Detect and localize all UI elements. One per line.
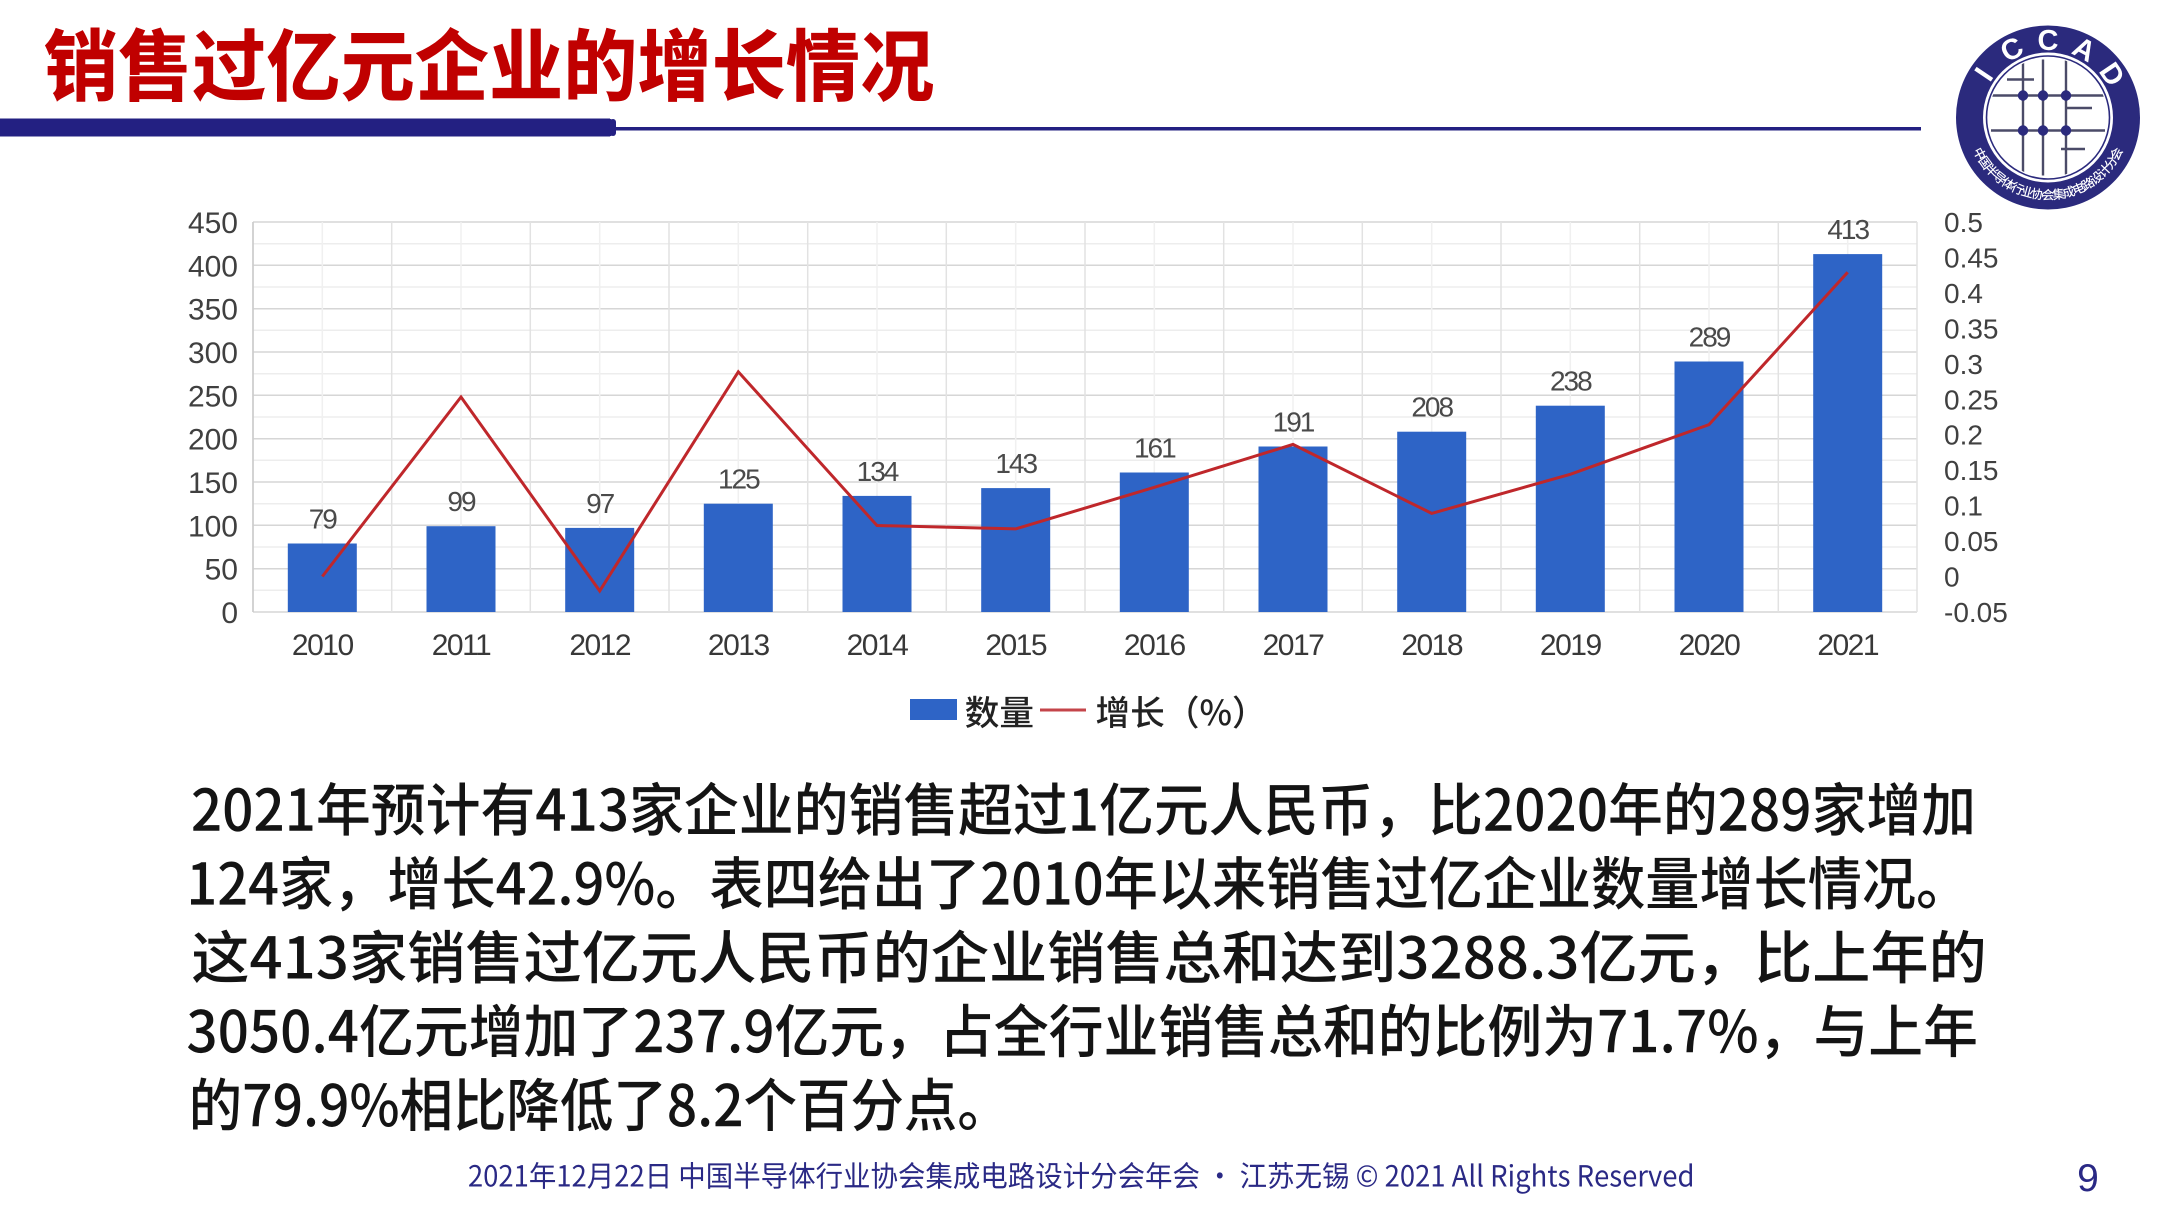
svg-text:400: 400: [188, 250, 238, 283]
svg-text:0: 0: [221, 597, 238, 630]
svg-text:C: C: [2038, 25, 2059, 57]
svg-text:0.2: 0.2: [1944, 420, 1983, 451]
svg-text:0.35: 0.35: [1944, 313, 1999, 344]
svg-text:100: 100: [188, 510, 238, 543]
svg-text:143: 143: [995, 448, 1037, 479]
svg-text:0.5: 0.5: [1944, 207, 1983, 238]
svg-text:2014: 2014: [847, 629, 909, 662]
svg-text:2018: 2018: [1401, 629, 1463, 662]
svg-text:2021: 2021: [1817, 629, 1879, 662]
svg-text:450: 450: [188, 207, 238, 240]
svg-text:0.45: 0.45: [1944, 243, 1999, 274]
svg-text:2015: 2015: [985, 629, 1047, 662]
svg-text:2016: 2016: [1124, 629, 1186, 662]
svg-text:0.05: 0.05: [1944, 526, 1999, 557]
svg-text:289: 289: [1689, 322, 1731, 353]
svg-text:208: 208: [1411, 392, 1453, 423]
svg-text:0: 0: [1944, 562, 1960, 593]
svg-text:300: 300: [188, 337, 238, 370]
svg-text:350: 350: [188, 294, 238, 327]
svg-text:0.3: 0.3: [1944, 349, 1983, 380]
svg-text:2012: 2012: [569, 629, 631, 662]
svg-text:50: 50: [205, 554, 238, 587]
svg-text:125: 125: [718, 464, 760, 495]
svg-text:2013: 2013: [708, 629, 770, 662]
svg-text:238: 238: [1550, 366, 1592, 397]
svg-text:0.1: 0.1: [1944, 491, 1983, 522]
svg-text:2010: 2010: [292, 629, 354, 662]
svg-text:150: 150: [188, 467, 238, 500]
svg-text:2019: 2019: [1540, 629, 1602, 662]
svg-text:413: 413: [1827, 214, 1869, 245]
svg-text:0.4: 0.4: [1944, 278, 1983, 309]
svg-text:2011: 2011: [432, 629, 491, 662]
svg-text:97: 97: [586, 488, 615, 519]
svg-text:191: 191: [1273, 407, 1315, 438]
svg-text:-0.05: -0.05: [1944, 597, 2008, 628]
svg-text:2020: 2020: [1679, 629, 1741, 662]
svg-text:99: 99: [447, 486, 476, 517]
svg-text:9: 9: [2077, 1157, 2099, 1200]
svg-text:0.25: 0.25: [1944, 384, 1999, 415]
svg-text:250: 250: [188, 380, 238, 413]
svg-text:0.15: 0.15: [1944, 455, 1999, 486]
svg-text:200: 200: [188, 424, 238, 457]
svg-text:134: 134: [857, 456, 899, 487]
svg-text:2017: 2017: [1263, 629, 1325, 662]
svg-text:79: 79: [309, 504, 338, 535]
svg-text:161: 161: [1134, 433, 1176, 464]
